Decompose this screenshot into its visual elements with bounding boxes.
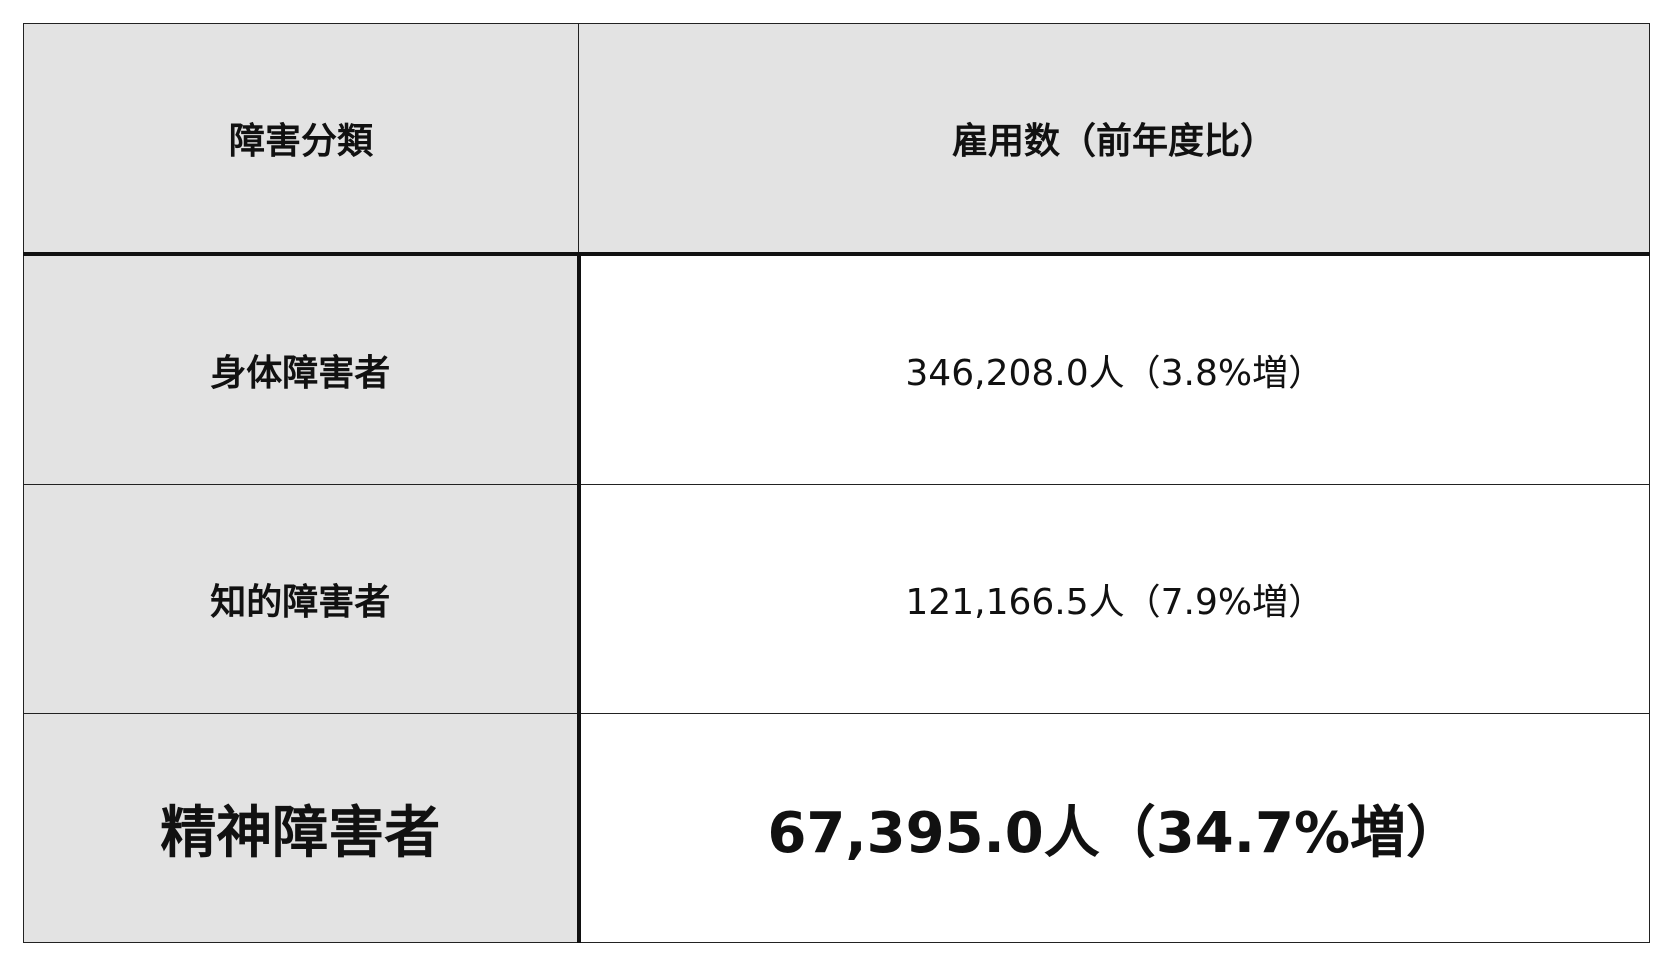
- row-value: 346,208.0人（3.8%増）: [576, 253, 1650, 485]
- header-employment: 雇用数（前年度比）: [578, 23, 1650, 256]
- row-category: 身体障害者: [23, 253, 579, 485]
- row-category: 知的障害者: [23, 484, 579, 714]
- table-row-highlight: 精神障害者 67,395.0人（34.7%増）: [23, 713, 1650, 943]
- row-value: 121,166.5人（7.9%増）: [576, 484, 1650, 714]
- row-value: 67,395.0人（34.7%増）: [576, 713, 1650, 943]
- employment-table: 障害分類 雇用数（前年度比） 身体障害者 346,208.0人（3.8%増） 知…: [23, 23, 1650, 943]
- table-row: 身体障害者 346,208.0人（3.8%増）: [23, 253, 1650, 485]
- table-row: 知的障害者 121,166.5人（7.9%増）: [23, 484, 1650, 714]
- row-category: 精神障害者: [23, 713, 579, 943]
- header-row: 障害分類 雇用数（前年度比）: [23, 23, 1650, 256]
- header-category: 障害分類: [23, 23, 579, 256]
